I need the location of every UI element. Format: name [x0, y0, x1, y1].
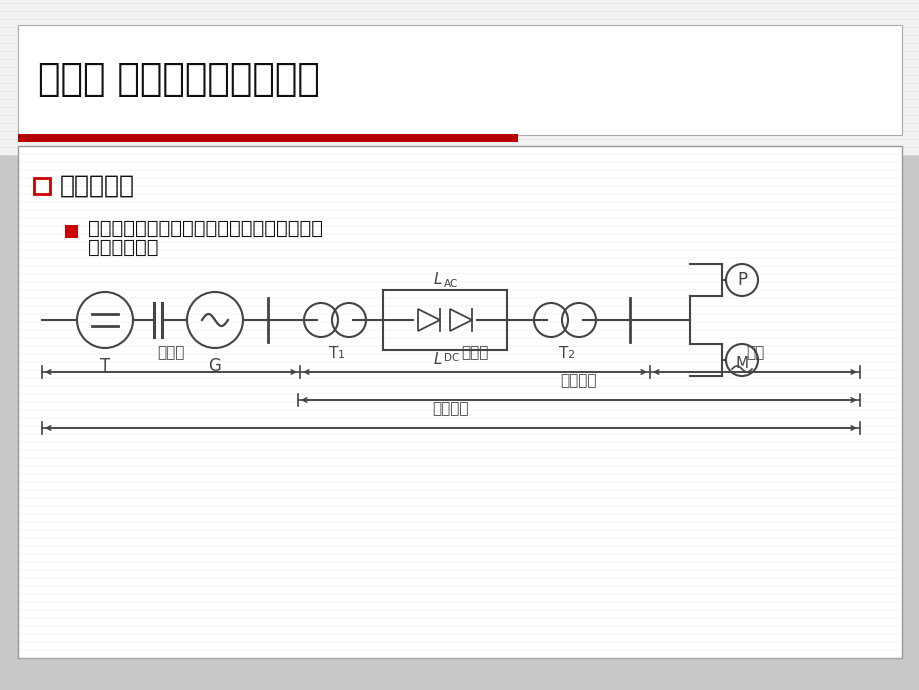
Text: L: L: [433, 272, 441, 287]
Text: 1: 1: [337, 350, 344, 360]
Bar: [18, 25, 901, 135]
Text: 发电厂: 发电厂: [157, 345, 185, 360]
Text: T: T: [100, 357, 110, 375]
Text: T: T: [329, 346, 338, 361]
Bar: [0, 0, 919, 155]
Text: 的统一整体。: 的统一整体。: [88, 237, 158, 257]
Text: L: L: [433, 352, 441, 367]
Text: 用户: 用户: [745, 345, 764, 360]
Text: T: T: [559, 346, 568, 361]
Polygon shape: [417, 309, 439, 331]
Text: 电力系统: 电力系统: [561, 373, 596, 388]
Text: AC: AC: [444, 279, 458, 289]
Text: 由发电、变配电、输电和用电四部分设备构成: 由发电、变配电、输电和用电四部分设备构成: [88, 219, 323, 237]
Text: 第一节 船舶电站的设计组成: 第一节 船舶电站的设计组成: [38, 62, 320, 98]
Text: M: M: [734, 355, 748, 371]
Text: 电站系统：: 电站系统：: [60, 174, 135, 198]
Bar: [65, 225, 78, 238]
Bar: [18, 134, 517, 142]
Text: P: P: [736, 271, 746, 289]
Text: 动力系统: 动力系统: [432, 401, 469, 416]
Text: DC: DC: [444, 353, 459, 363]
Text: 输电网: 输电网: [460, 345, 488, 360]
Polygon shape: [449, 309, 471, 331]
Bar: [34, 178, 50, 194]
Text: G: G: [209, 357, 221, 375]
Bar: [18, 146, 901, 658]
Text: 2: 2: [567, 350, 574, 360]
